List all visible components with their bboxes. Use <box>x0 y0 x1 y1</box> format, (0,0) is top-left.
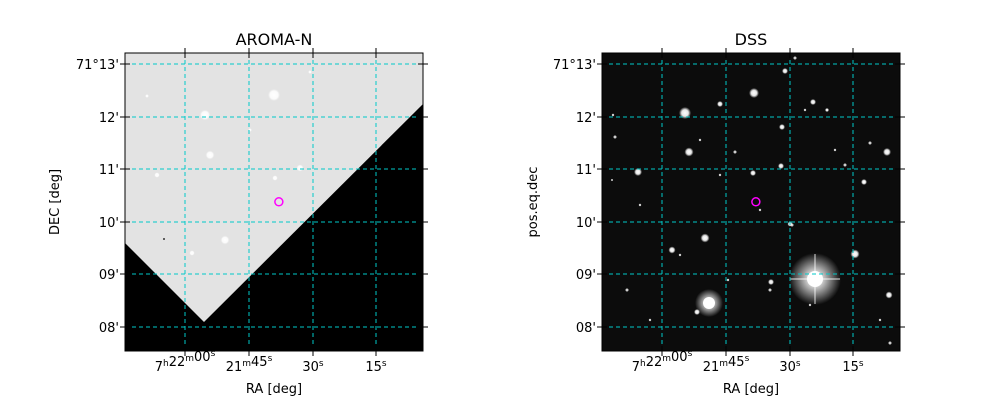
star <box>154 172 160 178</box>
star <box>613 135 617 139</box>
star <box>638 203 642 207</box>
star <box>749 88 759 98</box>
star <box>700 233 710 243</box>
y-tick-label: 71°13' <box>76 58 119 73</box>
star <box>803 108 807 112</box>
star <box>145 94 149 98</box>
y-tick-label: 08' <box>576 321 596 336</box>
star <box>810 99 816 105</box>
star <box>885 291 893 299</box>
star <box>878 318 882 322</box>
image-area <box>602 53 900 351</box>
x-tick-label: 21m45s <box>703 354 750 375</box>
x-axis-label: RA [deg] <box>723 382 779 397</box>
coordinate-grid <box>125 53 423 351</box>
star <box>825 108 829 112</box>
x-tick-label: 15s <box>842 359 864 375</box>
star <box>726 278 730 282</box>
star <box>717 101 723 107</box>
y-tick-labels: 71°13' 12' 11' 10' 09' 08' <box>76 58 119 336</box>
y-tick-label: 12' <box>576 111 596 126</box>
y-tick-label: 11' <box>576 163 596 178</box>
x-tick-labels: 7h22m00s 21m45s 30s 15s <box>155 349 387 375</box>
star <box>861 179 867 185</box>
star <box>779 124 785 130</box>
star <box>843 163 847 167</box>
bright-star-core <box>703 297 715 309</box>
tick-marks <box>120 48 428 356</box>
star <box>698 138 702 142</box>
y-tick-label: 11' <box>99 163 119 178</box>
image-background <box>602 53 900 351</box>
star <box>768 288 772 292</box>
x-tick-label: 7h22m00s <box>632 349 693 375</box>
coordinate-grid <box>602 53 900 351</box>
panel-aroma-n: AROMA-N 71°13' 12' 11' 10' 09' 08' 7h22m00s 21… <box>48 30 428 397</box>
star <box>778 163 784 169</box>
x-tick-label: 15s <box>365 359 387 375</box>
plot-frame <box>601 52 901 352</box>
star <box>272 175 278 181</box>
y-tick-label: 09' <box>576 268 596 283</box>
y-tick-label: 71°13' <box>553 58 596 73</box>
star <box>189 250 195 256</box>
star <box>718 173 722 177</box>
y-tick-labels: 71°13' 12' 11' 10' 09' 08' <box>553 58 596 336</box>
star <box>782 68 788 74</box>
star <box>888 341 892 345</box>
star <box>163 238 165 240</box>
star <box>267 88 281 102</box>
y-tick-label: 09' <box>99 268 119 283</box>
star <box>793 56 797 60</box>
panel-dss: DSS 71°13' 12' 11' 10' 09' 08' 7h22m00s 21m45s… <box>526 30 905 397</box>
x-axis-label: RA [deg] <box>246 382 302 397</box>
star <box>833 148 837 152</box>
star <box>634 168 642 176</box>
star <box>868 141 872 145</box>
star-field <box>611 56 893 345</box>
y-tick-label: 12' <box>99 111 119 126</box>
star <box>625 288 629 292</box>
star <box>668 246 676 254</box>
star <box>648 318 652 322</box>
y-tick-label: 10' <box>576 216 596 231</box>
star <box>611 113 615 117</box>
y-tick-label: 10' <box>99 216 119 231</box>
star <box>611 179 613 181</box>
x-tick-labels: 7h22m00s 21m45s 30s 15s <box>632 349 864 375</box>
star <box>883 148 891 156</box>
star <box>684 147 694 157</box>
coverage-region <box>125 53 423 322</box>
x-tick-label: 30s <box>779 359 801 375</box>
star <box>758 208 762 212</box>
target-marker <box>274 197 284 207</box>
star <box>750 170 756 176</box>
star <box>308 70 312 74</box>
tick-marks <box>597 48 905 356</box>
star <box>678 253 682 257</box>
panel-title: DSS <box>735 30 768 49</box>
star <box>679 107 691 119</box>
star <box>205 150 215 160</box>
panel-title: AROMA-N <box>236 30 313 49</box>
y-axis-label: pos.eq.dec <box>526 167 541 238</box>
image-area <box>125 53 423 351</box>
x-tick-label: 30s <box>302 359 324 375</box>
star <box>733 150 737 154</box>
star <box>199 109 211 121</box>
y-tick-label: 08' <box>99 321 119 336</box>
star <box>296 164 304 172</box>
plot-frame <box>124 52 424 352</box>
star <box>220 235 230 245</box>
star <box>850 249 860 259</box>
x-tick-label: 21m45s <box>226 354 273 375</box>
target-marker <box>751 197 761 207</box>
star <box>768 279 774 285</box>
star-field <box>145 70 312 256</box>
y-axis-label: DEC [deg] <box>48 169 63 235</box>
x-tick-label: 7h22m00s <box>155 349 216 375</box>
